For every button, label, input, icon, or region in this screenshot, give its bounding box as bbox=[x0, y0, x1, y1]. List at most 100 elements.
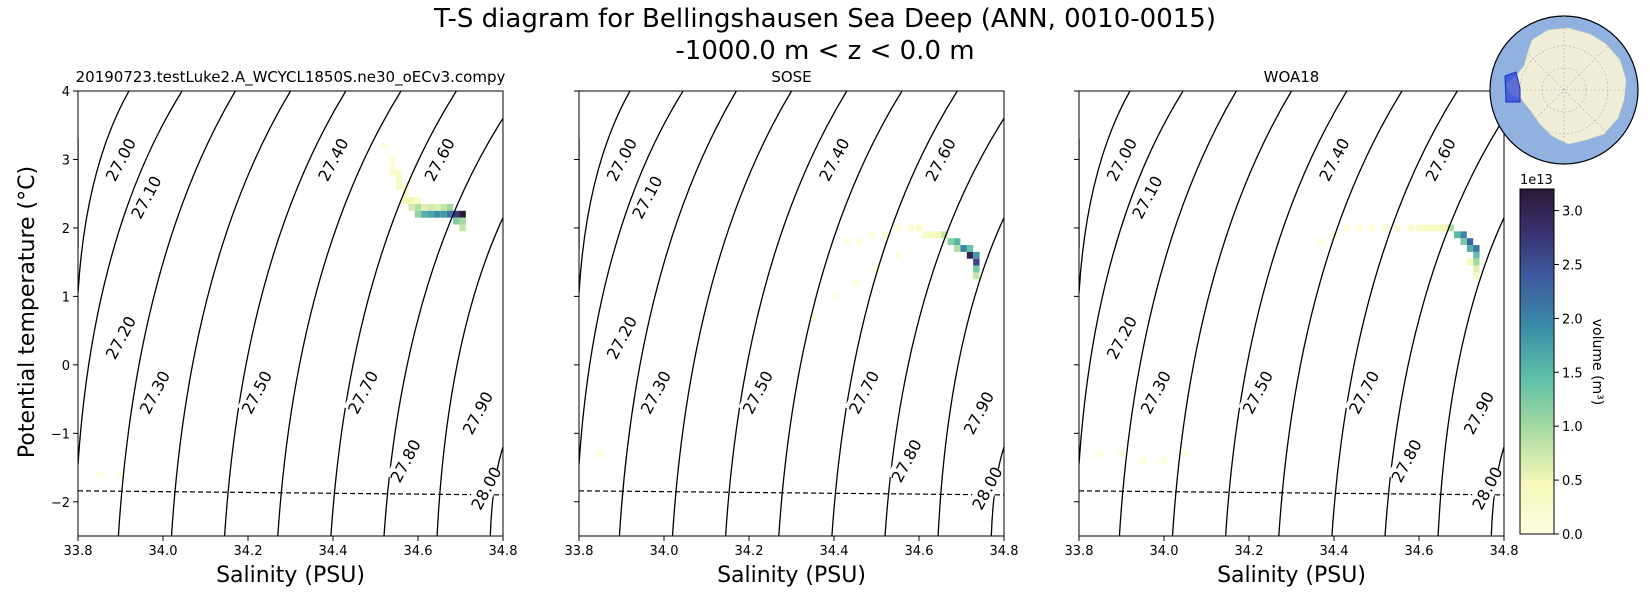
isopycnal-label: 28.00 bbox=[1468, 464, 1506, 513]
heatmap-cell bbox=[1343, 224, 1350, 232]
x-tick-label: 34.0 bbox=[650, 544, 679, 559]
heatmap-cell bbox=[1407, 224, 1414, 232]
colorbar-tick-label: 0.5 bbox=[1562, 474, 1583, 489]
isopycnal-label: 27.70 bbox=[344, 368, 382, 417]
isopycnal-27.10 bbox=[78, 91, 130, 294]
isopycnal-label: 27.10 bbox=[1128, 173, 1166, 222]
heatmap-cell bbox=[427, 203, 434, 211]
heatmap-cell bbox=[1454, 231, 1461, 239]
isopycnal-label: 27.80 bbox=[888, 436, 926, 485]
isopycnal-27.70 bbox=[330, 91, 457, 536]
heatmap-cell bbox=[459, 217, 466, 225]
heatmap-cell bbox=[453, 210, 460, 218]
y-tick-label: 4 bbox=[62, 85, 70, 100]
heatmap-cell bbox=[1473, 251, 1480, 259]
heatmap-cell bbox=[389, 156, 396, 163]
isopycnal-label: 27.60 bbox=[421, 135, 459, 184]
heatmap-cell bbox=[389, 162, 396, 170]
isopycnal-27.70 bbox=[831, 91, 958, 536]
panel-frame-0 bbox=[77, 90, 504, 537]
panel-frame-1 bbox=[578, 90, 1005, 537]
heatmap-cell bbox=[446, 210, 454, 218]
panel-title-0: 20190723.testLuke2.A_WCYCL1850S.ne30_oEC… bbox=[76, 68, 506, 87]
colorbar-tick-label: 1.5 bbox=[1562, 366, 1583, 381]
heatmap-cell bbox=[966, 251, 974, 259]
heatmap-cell bbox=[395, 183, 403, 191]
heatmap-cell bbox=[433, 203, 441, 211]
heatmap-cell bbox=[414, 197, 422, 204]
isopycnal-label: 27.30 bbox=[136, 368, 174, 417]
isopycnal-label: 27.40 bbox=[1315, 135, 1353, 184]
heatmap-cell bbox=[934, 231, 942, 239]
x-tick-label: 34.2 bbox=[1235, 544, 1264, 559]
heatmap-cell bbox=[1422, 224, 1429, 232]
isopycnal-27.30 bbox=[117, 91, 236, 536]
heatmap-cell bbox=[856, 238, 863, 246]
heatmap-cell bbox=[440, 210, 447, 218]
isopycnal-label: 27.80 bbox=[387, 436, 425, 485]
heatmap-cell bbox=[446, 203, 454, 211]
panels-group: 20190723.testLuke2.A_WCYCL1850S.ne30_oEC… bbox=[51, 68, 1519, 588]
panel-frame-2 bbox=[1078, 90, 1505, 537]
heatmap-cell bbox=[947, 238, 955, 246]
panel-title-2: WOA18 bbox=[1264, 68, 1320, 86]
heatmap-cell bbox=[440, 203, 447, 211]
isopycnal-27.10 bbox=[579, 91, 631, 294]
isopycnal-label: 27.20 bbox=[102, 313, 140, 362]
heatmap-cell bbox=[117, 470, 124, 478]
x-tick-label: 33.8 bbox=[64, 544, 93, 559]
y-axis-label: Potential temperature (°C) bbox=[15, 166, 40, 458]
heatmap-cell bbox=[830, 292, 838, 300]
isopycnal-27.60 bbox=[277, 91, 402, 536]
isopycnal-label: 27.90 bbox=[1460, 388, 1498, 437]
isopycnal-27.90 bbox=[937, 217, 1004, 536]
heatmap-cell bbox=[1394, 224, 1401, 232]
x-tick-label: 34.8 bbox=[489, 544, 518, 559]
y-tick-label: 1 bbox=[62, 290, 70, 305]
heatmap-cell bbox=[1441, 224, 1448, 232]
isopycnal-label: 27.40 bbox=[314, 135, 352, 184]
x-axis-label-1: Salinity (PSU) bbox=[717, 563, 866, 588]
colorbar-gradient bbox=[1519, 188, 1555, 535]
isopycnal-label: 27.20 bbox=[603, 313, 641, 362]
y-tick-label: −1 bbox=[51, 427, 70, 442]
heatmap-cell bbox=[395, 169, 403, 177]
freezing-line bbox=[78, 490, 504, 496]
heatmap-cell bbox=[1473, 258, 1480, 266]
heatmap-cell bbox=[408, 203, 415, 211]
heatmap-cell bbox=[1415, 224, 1423, 232]
heatmap-cell bbox=[869, 231, 876, 239]
heatmap-cell bbox=[843, 238, 850, 246]
isopycnal-label: 27.00 bbox=[102, 135, 140, 184]
panel-0: 20190723.testLuke2.A_WCYCL1850S.ne30_oEC… bbox=[51, 68, 518, 588]
heatmap-cell bbox=[1473, 272, 1480, 280]
heatmap-cell bbox=[459, 210, 466, 218]
heatmap-cell bbox=[380, 142, 388, 150]
y-tick-label: −2 bbox=[51, 496, 70, 511]
heatmap-cell bbox=[1160, 457, 1168, 465]
heatmap-cell bbox=[941, 231, 948, 239]
isopycnal-27.30 bbox=[618, 91, 737, 536]
heatmap-cell bbox=[915, 224, 923, 232]
colorbar-exponent: 1e13 bbox=[1520, 173, 1553, 188]
panel-title-1: SOSE bbox=[771, 68, 811, 86]
isopycnal-27.60 bbox=[778, 91, 903, 536]
heatmap-cell bbox=[1381, 224, 1389, 232]
isopycnal-label: 27.10 bbox=[127, 173, 165, 222]
x-tick-label: 34.4 bbox=[319, 544, 348, 559]
heatmap-cell bbox=[1118, 450, 1125, 458]
colorbar: 1e13 0.0 0.5 1.0 1.5 2.0 2.5 3.0 volume (m³) bbox=[1519, 173, 1605, 543]
bellingshausen-region-highlight bbox=[1504, 71, 1521, 103]
colorbar-tick-label: 3.0 bbox=[1562, 205, 1583, 220]
isopycnal-label: 27.40 bbox=[815, 135, 853, 184]
heatmap-cell bbox=[459, 224, 466, 232]
colorbar-tick-label: 0.0 bbox=[1562, 528, 1583, 543]
heatmap-cell bbox=[402, 197, 409, 204]
heatmap-cell bbox=[966, 245, 974, 252]
isopycnal-label: 27.60 bbox=[1422, 135, 1460, 184]
isopycnal-27.50 bbox=[724, 91, 848, 536]
heatmap-cell bbox=[402, 190, 409, 198]
y-tick-label: 0 bbox=[62, 359, 70, 374]
